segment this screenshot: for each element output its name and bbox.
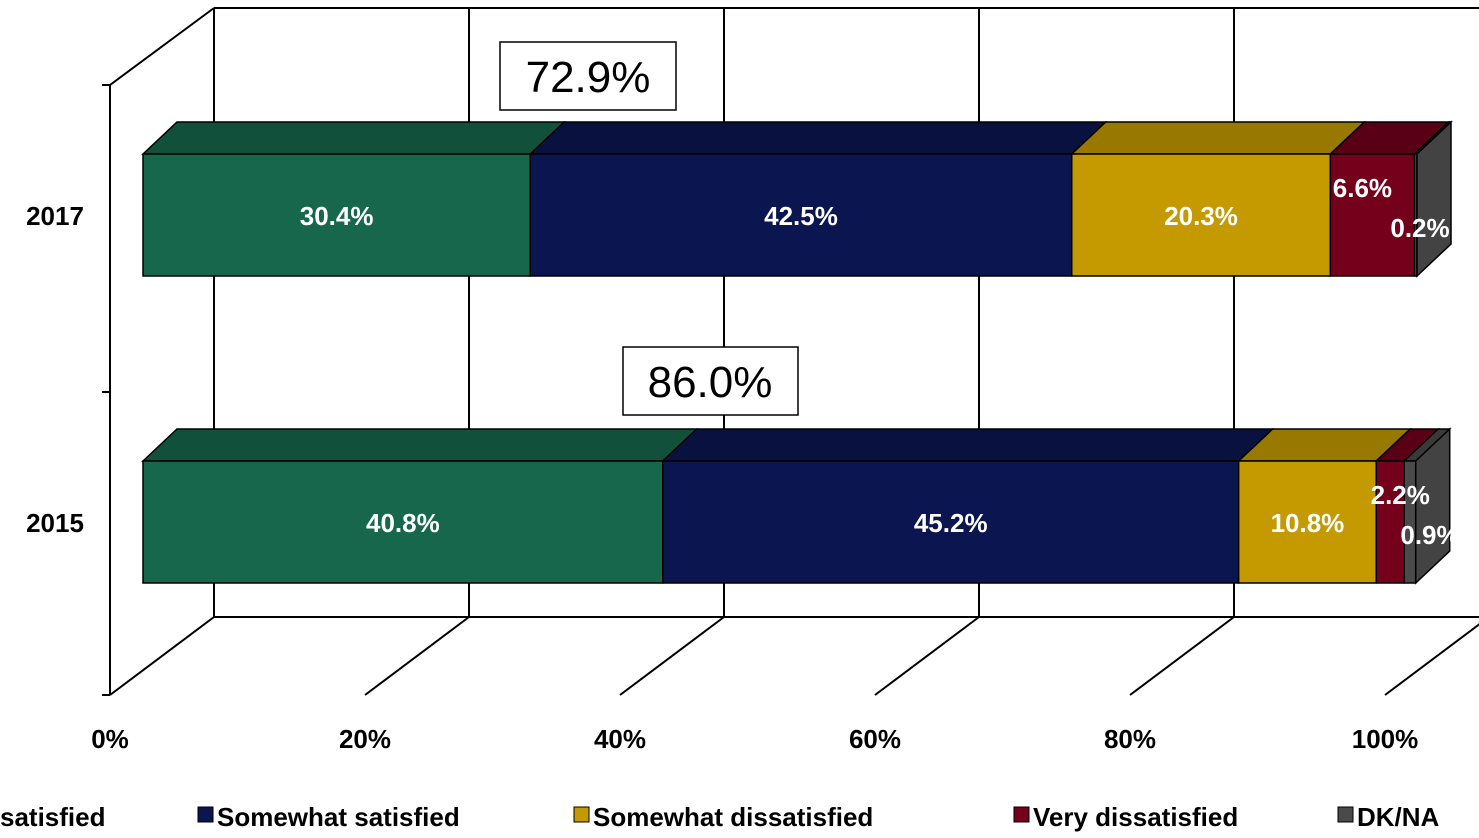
side-wall-top-edge bbox=[109, 7, 215, 86]
legend-label: satisfied bbox=[0, 802, 106, 832]
bar-segment bbox=[1070, 153, 1332, 277]
x-tick-label: 40% bbox=[594, 724, 646, 754]
x-tick-label: 0% bbox=[91, 724, 129, 754]
data-labels: 30.4% 42.5% 20.3% 6.6% 0.2% 72.9% 40.8% 45.2% 10… bbox=[300, 41, 1460, 550]
bar-segment bbox=[1237, 460, 1377, 584]
legend-label: Very dissatisfied bbox=[1033, 802, 1238, 832]
data-label: 30.4% bbox=[300, 201, 374, 231]
bar-side-face bbox=[1416, 120, 1452, 278]
legend-label: DK/NA bbox=[1357, 802, 1440, 832]
bar-side-face bbox=[1414, 427, 1451, 585]
data-label: 45.2% bbox=[914, 508, 988, 538]
x-tick-label: 80% bbox=[1104, 724, 1156, 754]
axes: 0% 20% 40% 60% 80% 100% 2017 2015 bbox=[26, 84, 1419, 754]
bar-top-face bbox=[141, 121, 567, 155]
data-label: 42.5% bbox=[764, 201, 838, 231]
floor-gridline bbox=[364, 616, 470, 696]
bar-segment bbox=[662, 460, 1240, 584]
data-label: 2.2% bbox=[1371, 480, 1430, 510]
legend-swatch bbox=[197, 806, 214, 823]
data-label: 10.8% bbox=[1271, 508, 1345, 538]
total-box bbox=[499, 41, 677, 111]
floor-left-edge bbox=[109, 616, 215, 696]
floor-gridline bbox=[1129, 616, 1235, 696]
legend-swatch bbox=[573, 806, 590, 823]
x-tick-label: 20% bbox=[339, 724, 391, 754]
data-label: 6.6% bbox=[1333, 173, 1392, 203]
floor-gridline bbox=[874, 616, 980, 696]
data-label: 0.9% bbox=[1400, 520, 1459, 550]
chart-frame bbox=[109, 7, 1479, 696]
x-tick-label: 100% bbox=[1352, 724, 1419, 754]
legend: satisfied Somewhat satisfied Somewhat diss… bbox=[0, 802, 1440, 832]
total-box bbox=[622, 346, 799, 416]
category-label: 2017 bbox=[26, 201, 84, 231]
bar-segment bbox=[1375, 460, 1406, 584]
legend-swatch bbox=[1013, 806, 1030, 823]
bar-segment bbox=[529, 153, 1073, 277]
bar-top-face bbox=[660, 428, 1275, 462]
x-tick-label: 60% bbox=[849, 724, 901, 754]
legend-label: Somewhat dissatisfied bbox=[593, 802, 873, 832]
bar-segment bbox=[1329, 153, 1416, 277]
data-label: 40.8% bbox=[366, 508, 440, 538]
floor-gridline bbox=[1384, 623, 1479, 696]
bar-top-face bbox=[1069, 121, 1367, 155]
bar-series bbox=[141, 120, 1453, 585]
bar-top-face bbox=[528, 121, 1108, 155]
data-label: 20.3% bbox=[1164, 201, 1238, 231]
bar-segment bbox=[142, 153, 532, 277]
legend-swatch bbox=[1337, 806, 1354, 823]
total-label: 72.9% bbox=[526, 53, 651, 102]
total-label: 86.0% bbox=[648, 358, 773, 407]
floor-gridline bbox=[619, 616, 725, 696]
legend-label: Somewhat satisfied bbox=[217, 802, 460, 832]
bar-top-face bbox=[141, 428, 699, 462]
category-label: 2015 bbox=[26, 508, 84, 538]
data-label: 0.2% bbox=[1390, 213, 1449, 243]
bar-segment bbox=[142, 460, 664, 584]
